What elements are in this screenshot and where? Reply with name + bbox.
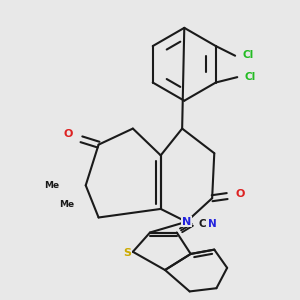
Text: Me: Me: [44, 181, 59, 190]
Text: N: N: [208, 219, 217, 229]
Text: C: C: [199, 219, 206, 229]
Text: Me: Me: [59, 200, 74, 209]
Text: S: S: [124, 248, 131, 258]
Text: O: O: [235, 189, 245, 199]
Text: Cl: Cl: [242, 50, 253, 60]
Text: N: N: [182, 217, 191, 227]
Text: Cl: Cl: [244, 72, 256, 82]
Text: O: O: [64, 129, 73, 139]
